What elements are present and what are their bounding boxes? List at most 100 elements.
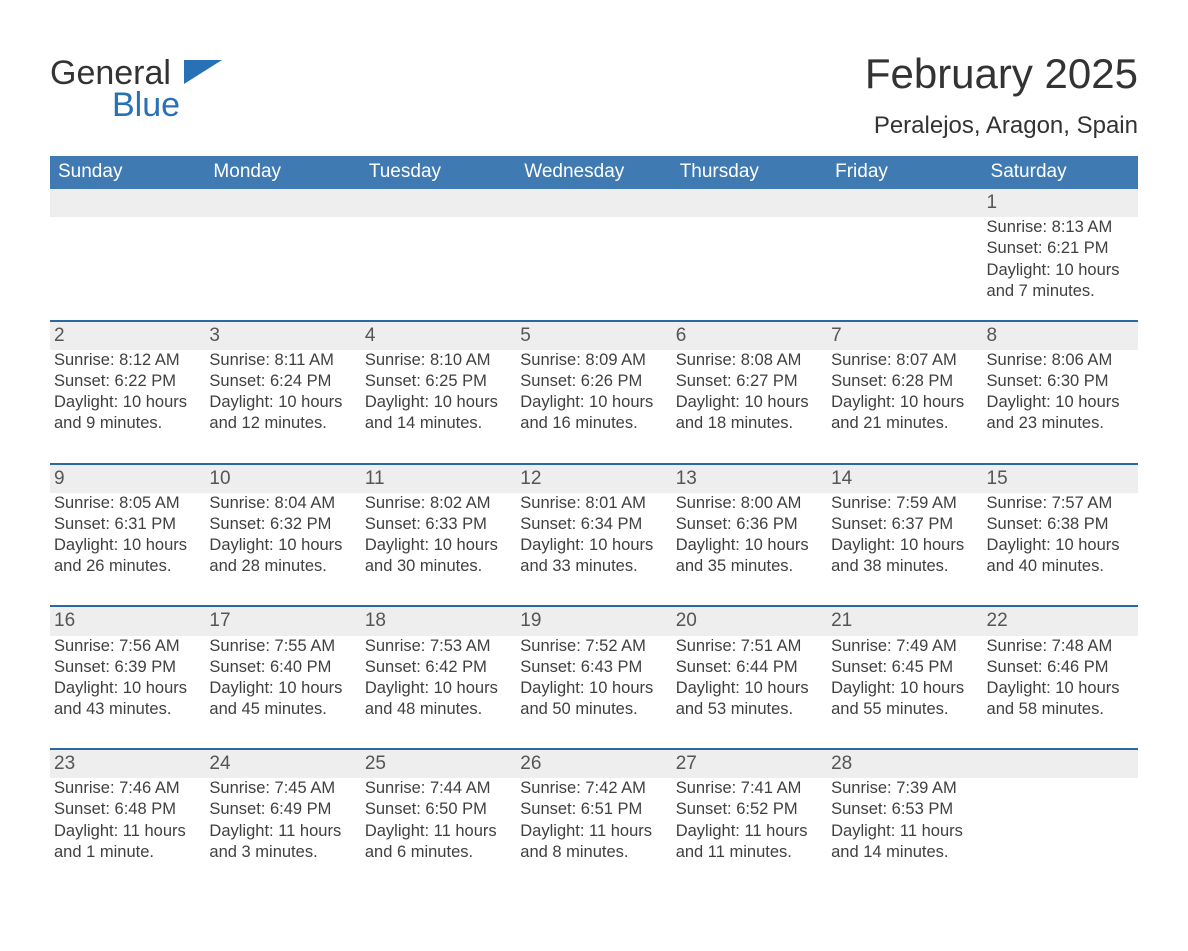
date-number: 5 xyxy=(516,321,671,350)
weekday-header: Sunday xyxy=(50,156,205,189)
sunrise-text: Sunrise: 7:46 AM xyxy=(54,778,197,799)
day-cell xyxy=(361,217,516,320)
daylight-text: Daylight: 11 hours and 11 minutes. xyxy=(676,821,819,863)
day-cell: Sunrise: 8:01 AMSunset: 6:34 PMDaylight:… xyxy=(516,493,671,606)
sunrise-text: Sunrise: 8:10 AM xyxy=(365,350,508,371)
date-number: 10 xyxy=(205,464,360,493)
daylight-text: Daylight: 10 hours and 18 minutes. xyxy=(676,392,819,434)
sunrise-text: Sunrise: 8:06 AM xyxy=(987,350,1130,371)
date-number: 4 xyxy=(361,321,516,350)
daylight-text: Daylight: 10 hours and 43 minutes. xyxy=(54,678,197,720)
day-cell: Sunrise: 7:49 AMSunset: 6:45 PMDaylight:… xyxy=(827,636,982,749)
date-number: 12 xyxy=(516,464,671,493)
sunset-text: Sunset: 6:51 PM xyxy=(520,799,663,820)
daylight-text: Daylight: 10 hours and 40 minutes. xyxy=(987,535,1130,577)
sunset-text: Sunset: 6:40 PM xyxy=(209,657,352,678)
sunset-text: Sunset: 6:45 PM xyxy=(831,657,974,678)
daylight-text: Daylight: 10 hours and 7 minutes. xyxy=(987,260,1130,302)
day-cell: Sunrise: 8:06 AMSunset: 6:30 PMDaylight:… xyxy=(983,350,1138,463)
sunset-text: Sunset: 6:37 PM xyxy=(831,514,974,535)
date-number: 18 xyxy=(361,606,516,635)
weekday-header: Thursday xyxy=(672,156,827,189)
sunrise-text: Sunrise: 7:48 AM xyxy=(987,636,1130,657)
calendar-page: General Blue February 2025 Peralejos, Ar… xyxy=(0,0,1188,951)
page-header: General Blue February 2025 Peralejos, Ar… xyxy=(50,50,1138,140)
date-number-row: 2345678 xyxy=(50,321,1138,350)
date-number: 3 xyxy=(205,321,360,350)
date-number-row: 16171819202122 xyxy=(50,606,1138,635)
date-number-row: 9101112131415 xyxy=(50,464,1138,493)
sunset-text: Sunset: 6:44 PM xyxy=(676,657,819,678)
date-number: 19 xyxy=(516,606,671,635)
calendar-body: 1Sunrise: 8:13 AMSunset: 6:21 PMDaylight… xyxy=(50,189,1138,891)
day-cell: Sunrise: 8:07 AMSunset: 6:28 PMDaylight:… xyxy=(827,350,982,463)
day-cell xyxy=(516,217,671,320)
sunset-text: Sunset: 6:39 PM xyxy=(54,657,197,678)
daylight-text: Daylight: 10 hours and 14 minutes. xyxy=(365,392,508,434)
sunrise-text: Sunrise: 8:13 AM xyxy=(987,217,1130,238)
sunrise-text: Sunrise: 7:41 AM xyxy=(676,778,819,799)
day-cell: Sunrise: 7:44 AMSunset: 6:50 PMDaylight:… xyxy=(361,778,516,890)
date-number: 17 xyxy=(205,606,360,635)
day-cell: Sunrise: 7:59 AMSunset: 6:37 PMDaylight:… xyxy=(827,493,982,606)
sunrise-text: Sunrise: 7:55 AM xyxy=(209,636,352,657)
sunrise-text: Sunrise: 8:11 AM xyxy=(209,350,352,371)
sunset-text: Sunset: 6:42 PM xyxy=(365,657,508,678)
sunrise-text: Sunrise: 7:44 AM xyxy=(365,778,508,799)
sunrise-text: Sunrise: 7:57 AM xyxy=(987,493,1130,514)
date-number: 26 xyxy=(516,749,671,778)
daylight-text: Daylight: 10 hours and 33 minutes. xyxy=(520,535,663,577)
date-number: 14 xyxy=(827,464,982,493)
day-cell: Sunrise: 7:55 AMSunset: 6:40 PMDaylight:… xyxy=(205,636,360,749)
daylight-text: Daylight: 10 hours and 50 minutes. xyxy=(520,678,663,720)
day-cell: Sunrise: 7:56 AMSunset: 6:39 PMDaylight:… xyxy=(50,636,205,749)
day-cell: Sunrise: 7:41 AMSunset: 6:52 PMDaylight:… xyxy=(672,778,827,890)
sunset-text: Sunset: 6:43 PM xyxy=(520,657,663,678)
weekday-header: Saturday xyxy=(983,156,1138,189)
day-cell xyxy=(672,217,827,320)
sunset-text: Sunset: 6:31 PM xyxy=(54,514,197,535)
date-number: 6 xyxy=(672,321,827,350)
date-number: 20 xyxy=(672,606,827,635)
date-number: 2 xyxy=(50,321,205,350)
date-number: 7 xyxy=(827,321,982,350)
sunrise-text: Sunrise: 8:08 AM xyxy=(676,350,819,371)
sunset-text: Sunset: 6:24 PM xyxy=(209,371,352,392)
sunrise-text: Sunrise: 8:01 AM xyxy=(520,493,663,514)
weekday-header: Wednesday xyxy=(516,156,671,189)
sunrise-text: Sunrise: 8:12 AM xyxy=(54,350,197,371)
sunset-text: Sunset: 6:25 PM xyxy=(365,371,508,392)
day-cell: Sunrise: 8:12 AMSunset: 6:22 PMDaylight:… xyxy=(50,350,205,463)
day-cell: Sunrise: 7:46 AMSunset: 6:48 PMDaylight:… xyxy=(50,778,205,890)
day-cell: Sunrise: 8:08 AMSunset: 6:27 PMDaylight:… xyxy=(672,350,827,463)
sunset-text: Sunset: 6:53 PM xyxy=(831,799,974,820)
daylight-text: Daylight: 10 hours and 12 minutes. xyxy=(209,392,352,434)
day-cell: Sunrise: 7:45 AMSunset: 6:49 PMDaylight:… xyxy=(205,778,360,890)
date-number: 11 xyxy=(361,464,516,493)
sunrise-text: Sunrise: 7:39 AM xyxy=(831,778,974,799)
sunrise-text: Sunrise: 7:49 AM xyxy=(831,636,974,657)
sunrise-text: Sunrise: 7:45 AM xyxy=(209,778,352,799)
sunset-text: Sunset: 6:52 PM xyxy=(676,799,819,820)
date-number: 28 xyxy=(827,749,982,778)
day-cell xyxy=(827,217,982,320)
day-cell: Sunrise: 8:00 AMSunset: 6:36 PMDaylight:… xyxy=(672,493,827,606)
date-number: 23 xyxy=(50,749,205,778)
day-cell: Sunrise: 7:48 AMSunset: 6:46 PMDaylight:… xyxy=(983,636,1138,749)
daylight-text: Daylight: 10 hours and 53 minutes. xyxy=(676,678,819,720)
empty-date xyxy=(983,749,1138,778)
location-subtitle: Peralejos, Aragon, Spain xyxy=(865,112,1138,140)
date-number: 1 xyxy=(983,189,1138,217)
sunset-text: Sunset: 6:32 PM xyxy=(209,514,352,535)
empty-date xyxy=(827,189,982,217)
date-number: 25 xyxy=(361,749,516,778)
sunset-text: Sunset: 6:50 PM xyxy=(365,799,508,820)
sunrise-text: Sunrise: 7:42 AM xyxy=(520,778,663,799)
daylight-text: Daylight: 10 hours and 55 minutes. xyxy=(831,678,974,720)
sunset-text: Sunset: 6:28 PM xyxy=(831,371,974,392)
weekday-header: Monday xyxy=(205,156,360,189)
day-cell: Sunrise: 7:39 AMSunset: 6:53 PMDaylight:… xyxy=(827,778,982,890)
sunrise-text: Sunrise: 7:52 AM xyxy=(520,636,663,657)
date-number: 24 xyxy=(205,749,360,778)
date-number: 13 xyxy=(672,464,827,493)
